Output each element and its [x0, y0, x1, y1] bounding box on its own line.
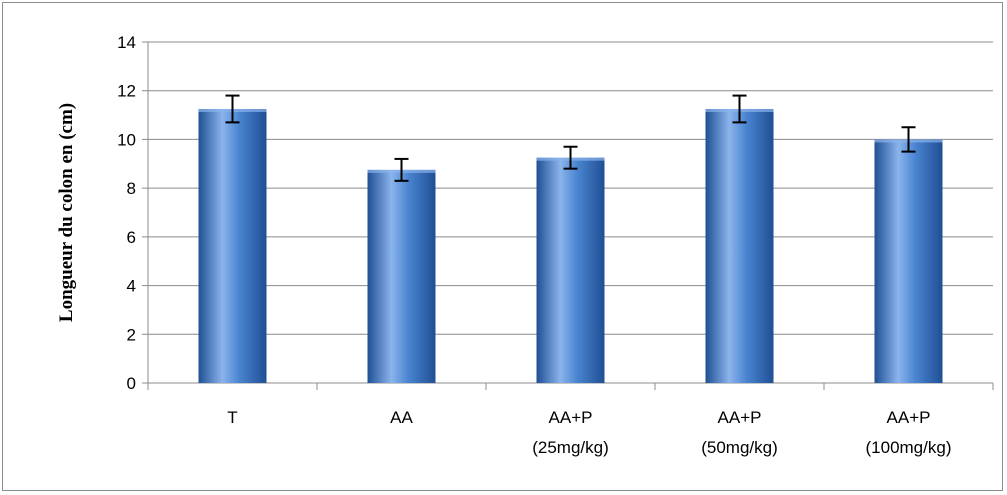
bar — [367, 169, 436, 383]
bar — [198, 108, 267, 383]
x-category-label: AA+P (25mg/kg) — [532, 408, 609, 457]
error-bar — [732, 94, 747, 124]
x-category-label: T — [227, 408, 237, 427]
y-tick-label: 8 — [127, 179, 136, 198]
y-tick-label: 4 — [127, 277, 136, 296]
y-tick-label: 6 — [127, 228, 136, 247]
x-category-label: AA+P (100mg/kg) — [866, 408, 952, 457]
y-tick-label: 14 — [117, 33, 136, 52]
bar — [705, 108, 774, 383]
error-bars — [225, 94, 916, 182]
y-tick-labels: 0 2 4 6 8 10 12 14 — [117, 33, 136, 393]
y-tick-label: 12 — [117, 82, 136, 101]
error-bar — [394, 157, 409, 182]
error-bar — [901, 126, 916, 153]
y-axis-title: Longueur du colon en (cm) — [56, 103, 77, 322]
x-category-labels: T AA AA+P (25mg/kg) AA+P (50mg/kg) AA+P (100mg/… — [227, 408, 951, 457]
bars — [198, 108, 943, 383]
y-tick-label: 2 — [127, 325, 136, 344]
y-tick-label: 0 — [127, 374, 136, 393]
x-category-label: AA+P (50mg/kg) — [701, 408, 778, 457]
error-bar — [563, 145, 578, 170]
bar — [874, 139, 943, 383]
x-category-label: AA — [390, 408, 413, 427]
gridlines — [148, 41, 993, 335]
y-tick-label: 10 — [117, 130, 136, 149]
error-bar — [225, 94, 240, 124]
bar — [536, 157, 605, 383]
